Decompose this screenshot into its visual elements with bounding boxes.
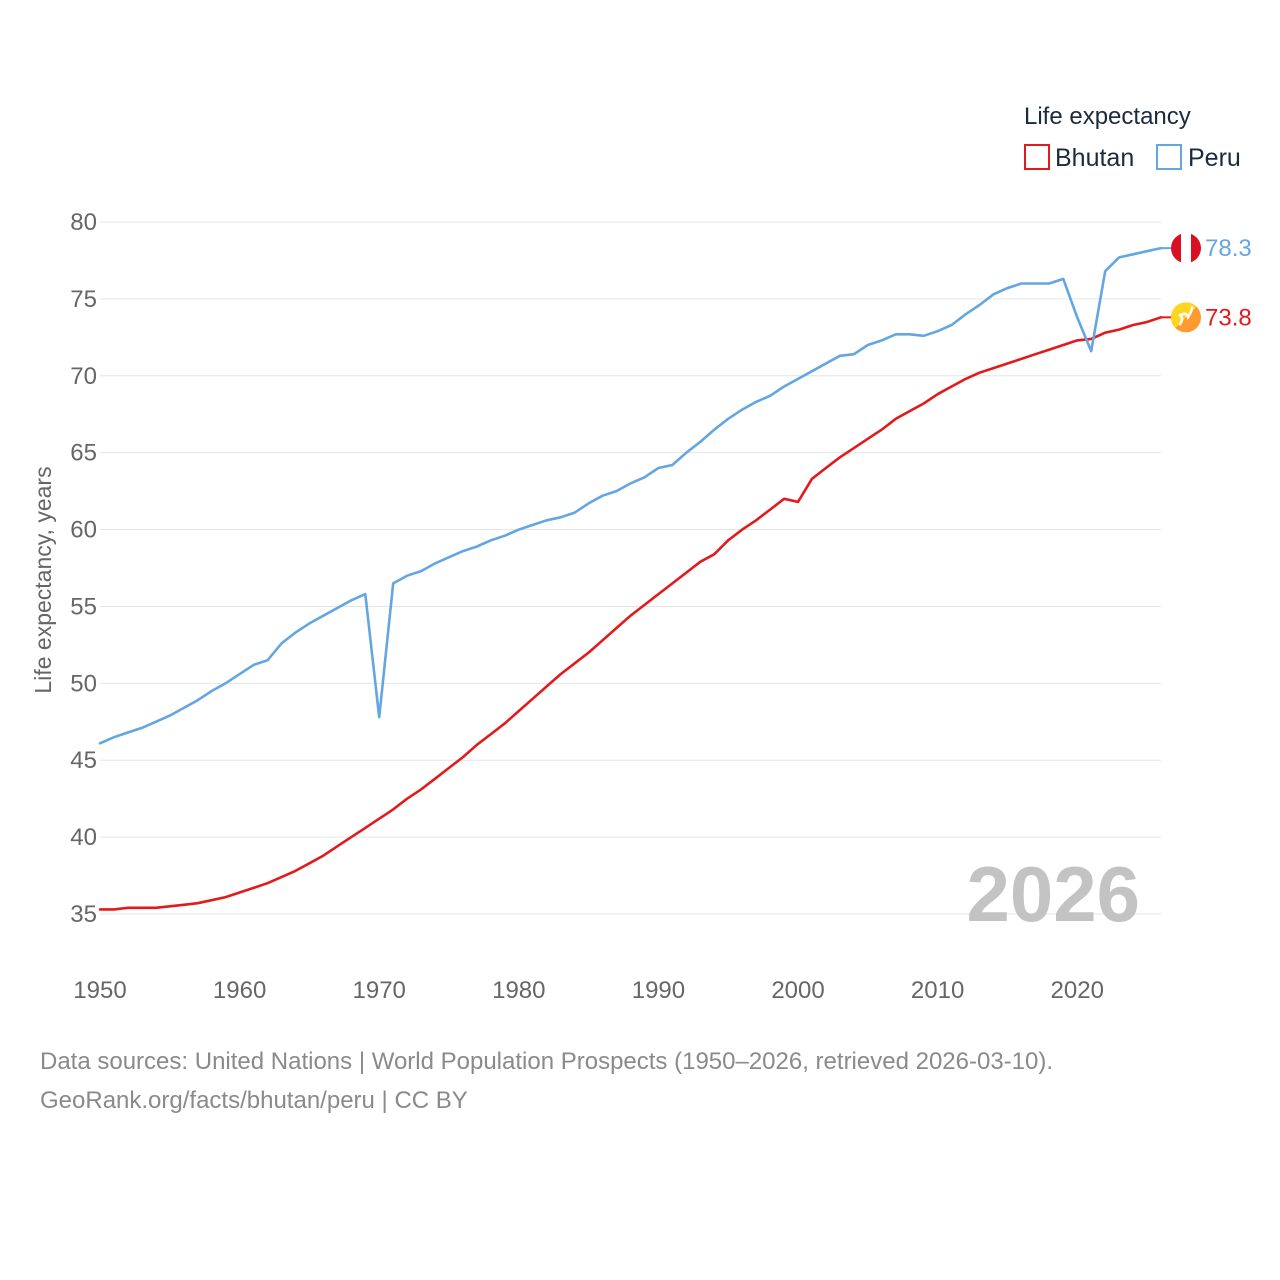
credit-link[interactable]: GeoRank.org/facts/bhutan/peru | CC BY (40, 1087, 468, 1114)
x-tick-label: 1990 (632, 977, 685, 1004)
series-line-peru[interactable] (98, 246, 1163, 745)
legend[interactable]: Life expectancy Bhutan Peru (1024, 103, 1241, 172)
legend-item-peru[interactable]: Peru (1156, 144, 1241, 172)
bhutan-flag-icon (1171, 302, 1201, 333)
peru-end-marker: 78.3 (1161, 233, 1252, 264)
y-tick-label: 80 (70, 209, 97, 236)
legend-label-bhutan: Bhutan (1055, 144, 1134, 172)
y-tick-label: 75 (70, 286, 97, 313)
series-lines (98, 246, 1163, 911)
y-tick-label: 45 (70, 747, 97, 774)
x-tick-label: 1950 (73, 977, 126, 1004)
y-tick-label: 50 (70, 670, 97, 697)
data-sources-text: Data sources: United Nations | World Pop… (40, 1048, 1054, 1075)
grid-lines (100, 221, 1161, 915)
y-tick-label: 60 (70, 517, 97, 544)
series-line-bhutan[interactable] (98, 315, 1163, 911)
x-tick-label: 1970 (353, 977, 406, 1004)
bhutan-end-value: 73.8 (1205, 304, 1252, 331)
legend-swatch-bhutan (1024, 144, 1050, 170)
x-tick-label: 1960 (213, 977, 266, 1004)
legend-swatch-peru (1156, 144, 1182, 170)
x-tick-label: 2010 (911, 977, 964, 1004)
end-markers: 73.8 78.3 (1161, 233, 1252, 333)
y-tick-label: 55 (70, 593, 97, 620)
x-tick-label: 1980 (492, 977, 545, 1004)
y-axis-title: Life expectancy, years (30, 466, 56, 693)
current-year-label: 2026 (966, 850, 1140, 938)
legend-title: Life expectancy (1024, 103, 1191, 130)
legend-item-bhutan[interactable]: Bhutan (1024, 144, 1134, 172)
y-tick-label: 65 (70, 440, 97, 467)
x-tick-label: 2000 (771, 977, 824, 1004)
peru-end-value: 78.3 (1205, 235, 1252, 262)
y-tick-label: 40 (70, 824, 97, 851)
legend-label-peru: Peru (1188, 144, 1241, 172)
peru-flag-icon (1171, 233, 1201, 264)
y-tick-label: 70 (70, 363, 97, 390)
footer: Data sources: United Nations | World Pop… (40, 1042, 1240, 1120)
y-tick-label: 35 (70, 901, 97, 928)
bhutan-end-marker: 73.8 (1161, 302, 1252, 333)
y-axis: 35 40 45 50 55 60 65 70 75 80 (70, 209, 97, 928)
x-tick-label: 2020 (1051, 977, 1104, 1004)
x-axis: 1950 1960 1970 1980 1990 2000 2010 2020 (73, 977, 1104, 1004)
